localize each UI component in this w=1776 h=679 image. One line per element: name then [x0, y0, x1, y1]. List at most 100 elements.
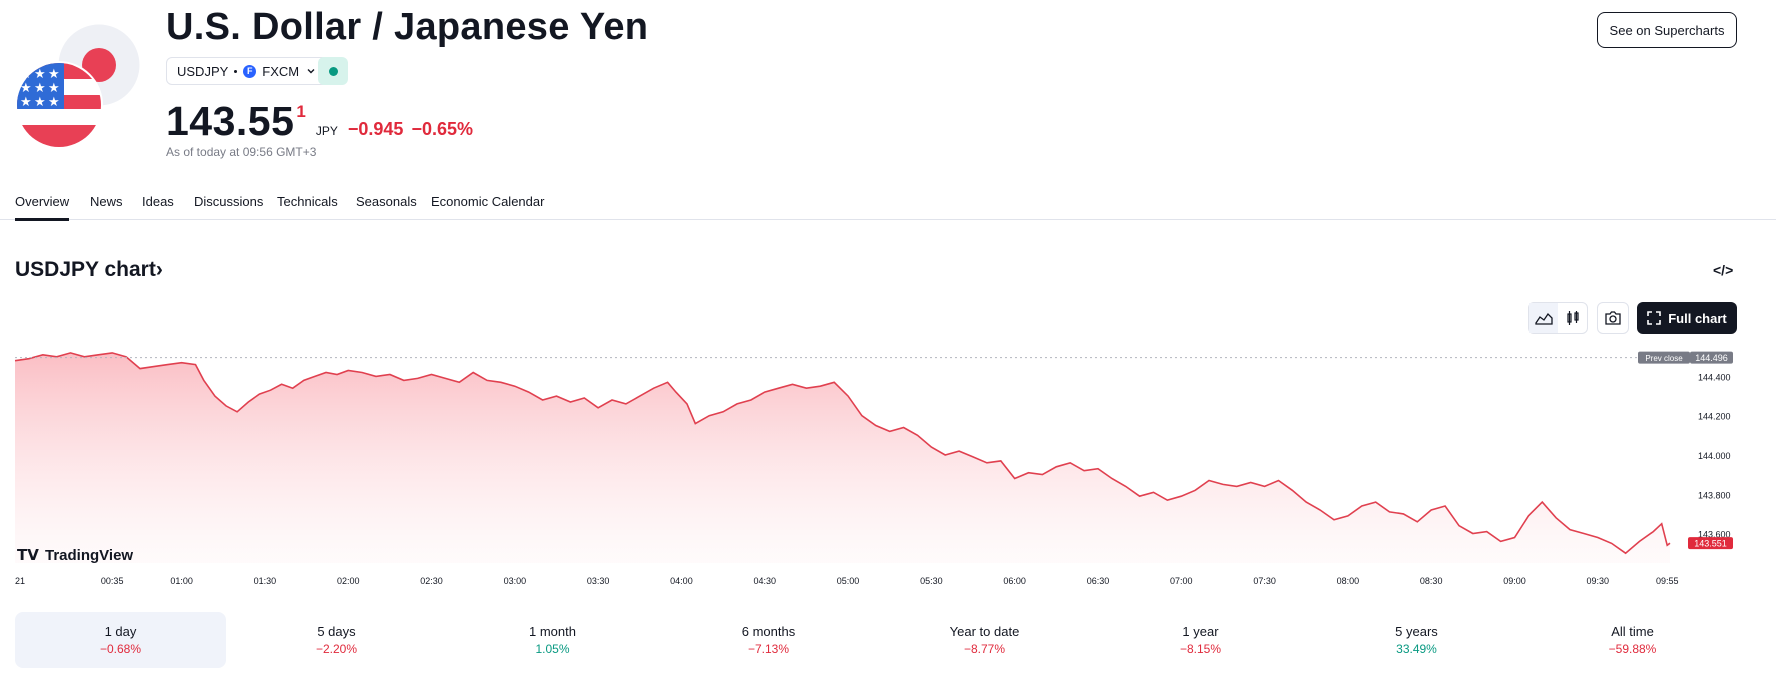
area-chart-icon	[1534, 312, 1553, 325]
chevron-right-icon: ›	[155, 258, 163, 281]
period-change: −8.77%	[963, 642, 1006, 656]
camera-icon	[1605, 311, 1621, 325]
last-price-fraction: 1	[296, 102, 306, 121]
x-tick-label: 07:30	[1253, 576, 1276, 586]
page-title: U.S. Dollar / Japanese Yen	[166, 6, 649, 48]
svg-text:★: ★	[48, 67, 60, 82]
period-change: 1.05%	[535, 642, 570, 656]
price-timestamp: As of today at 09:56 GMT+3	[166, 145, 317, 159]
period-change: −0.68%	[99, 642, 142, 656]
x-tick-label: 03:00	[504, 576, 527, 586]
svg-text:★: ★	[20, 95, 32, 110]
x-tick-label: 04:00	[670, 576, 693, 586]
period-label: 5 days	[317, 624, 356, 639]
svg-text:143.551: 143.551	[1694, 539, 1727, 549]
x-tick-label: 07:00	[1170, 576, 1193, 586]
prev-close-badge: Prev close	[1638, 351, 1690, 364]
period-6-months[interactable]: 6 months −7.13%	[663, 612, 874, 668]
tab-technicals[interactable]: Technicals	[277, 194, 338, 209]
symbol-selector[interactable]: USDJPY F FXCM	[166, 57, 329, 85]
period-all-time[interactable]: All time −59.88%	[1527, 612, 1738, 668]
svg-text:★: ★	[48, 95, 60, 110]
y-tick-label: 143.600	[1698, 530, 1731, 540]
candles-chart-button[interactable]	[1558, 303, 1587, 333]
tab-ideas[interactable]: Ideas	[142, 194, 174, 209]
price-chart[interactable]: 144.400 144.200 144.000 143.800 143.600 21 00…	[0, 345, 1776, 590]
y-tick-label: 144.400	[1698, 372, 1731, 382]
prev-close-value: 144.496	[1690, 351, 1733, 364]
svg-text:𝗧𝗩: 𝗧𝗩	[17, 547, 39, 564]
tradingview-watermark: 𝗧𝗩 TradingView	[17, 547, 133, 564]
svg-text:★: ★	[34, 95, 46, 110]
tab-seasonals[interactable]: Seasonals	[356, 194, 417, 209]
svg-text:★: ★	[20, 81, 32, 96]
period-1-year[interactable]: 1 year −8.15%	[1095, 612, 1306, 668]
period-change: 33.49%	[1396, 642, 1437, 656]
x-tick-label: 09:00	[1503, 576, 1526, 586]
last-price-badge: 143.551	[1688, 537, 1733, 550]
screenshot-button[interactable]	[1597, 302, 1629, 334]
period-1-month[interactable]: 1 month 1.05%	[447, 612, 658, 668]
area-chart-button[interactable]	[1529, 303, 1558, 333]
x-tick-label: 02:30	[420, 576, 443, 586]
chart-style-toggle	[1528, 302, 1588, 334]
chart-title-link[interactable]: USDJPY chart›	[15, 258, 163, 282]
period-label: All time	[1611, 624, 1654, 639]
x-tick-label: 05:00	[837, 576, 860, 586]
last-price: 143.55	[166, 98, 295, 144]
x-tick-label: 03:30	[587, 576, 610, 586]
chart-title: USDJPY chart	[15, 258, 156, 281]
period-label: 1 month	[529, 624, 576, 639]
market-open-dot-icon	[328, 66, 338, 76]
full-chart-label: Full chart	[1668, 310, 1727, 326]
exchange-label: FXCM	[262, 63, 300, 79]
tab-overview[interactable]: Overview	[15, 194, 70, 221]
svg-text:★: ★	[20, 67, 32, 82]
period-1-day[interactable]: 1 day −0.68%	[15, 612, 226, 668]
see-on-supercharts-button[interactable]: See on Supercharts	[1597, 12, 1737, 48]
x-tick-label: 02:00	[337, 576, 360, 586]
chevron-down-icon	[307, 69, 315, 74]
period-5-days[interactable]: 5 days −2.20%	[231, 612, 442, 668]
x-tick-label: 21	[15, 576, 25, 586]
y-tick-label: 144.200	[1698, 412, 1731, 422]
fullscreen-icon	[1647, 311, 1662, 325]
exchange-icon: F	[243, 64, 257, 78]
x-tick-label: 04:30	[753, 576, 776, 586]
x-tick-label: 01:30	[254, 576, 277, 586]
section-tabs: Overview News Ideas Discussions Technica…	[0, 185, 1776, 221]
separator-dot	[234, 69, 238, 73]
period-label: 6 months	[741, 624, 796, 639]
price-line	[14, 352, 1671, 555]
symbol-label: USDJPY	[177, 63, 229, 79]
period-change: −7.13%	[747, 642, 790, 656]
price-area	[15, 352, 1670, 563]
embed-code-icon[interactable]: </>	[1713, 262, 1734, 278]
period-change: −59.88%	[1608, 642, 1657, 656]
x-tick-label: 09:30	[1587, 576, 1610, 586]
price-change-percent: −0.65%	[411, 119, 474, 139]
x-tick-label: 08:30	[1420, 576, 1443, 586]
svg-text:144.496: 144.496	[1695, 353, 1728, 363]
tab-discussions[interactable]: Discussions	[194, 194, 264, 209]
x-tick-label: 08:00	[1337, 576, 1360, 586]
period-label: 1 day	[104, 624, 137, 639]
y-tick-label: 143.800	[1698, 490, 1731, 500]
svg-text:★: ★	[34, 81, 46, 96]
x-tick-label: 05:30	[920, 576, 943, 586]
x-tick-label: 09:55	[1656, 576, 1679, 586]
market-status-badge[interactable]	[318, 57, 348, 85]
period-change: −2.20%	[315, 642, 358, 656]
svg-text:★: ★	[48, 81, 60, 96]
full-chart-button[interactable]: Full chart	[1637, 302, 1737, 334]
performance-periods: 1 day −0.68% 5 days −2.20% 1 month 1.05% 6 mon…	[15, 612, 1737, 668]
x-tick-label: 01:00	[170, 576, 193, 586]
price-change: −0.945	[347, 119, 404, 139]
period-5-years[interactable]: 5 years 33.49%	[1311, 612, 1522, 668]
tab-economic-calendar[interactable]: Economic Calendar	[431, 194, 545, 209]
y-tick-label: 144.000	[1698, 451, 1731, 461]
candles-icon	[1566, 311, 1579, 325]
period-year-to-date[interactable]: Year to date −8.77%	[879, 612, 1090, 668]
period-label: 1 year	[1182, 624, 1219, 639]
tab-news[interactable]: News	[90, 194, 123, 209]
